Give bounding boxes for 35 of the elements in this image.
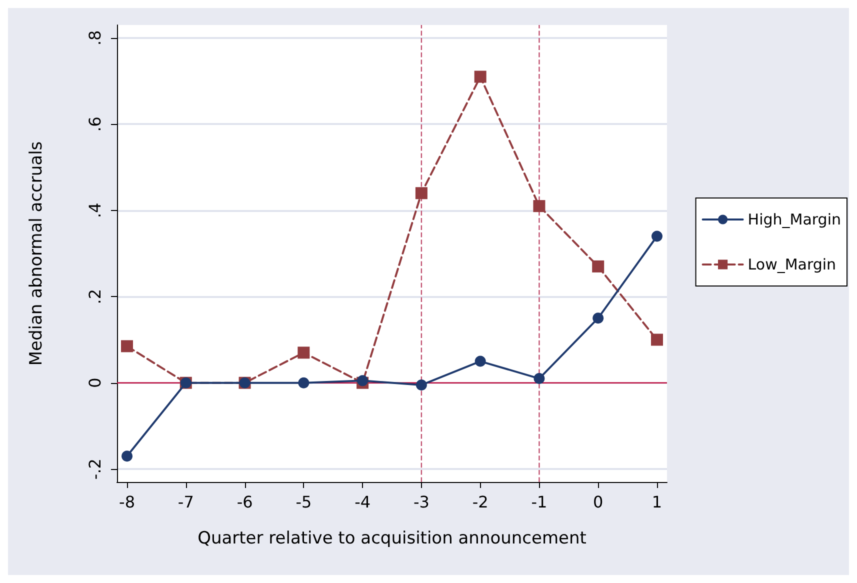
x-tick-label: -2 xyxy=(472,492,488,512)
point xyxy=(652,230,662,242)
point xyxy=(357,375,368,386)
point xyxy=(122,450,133,462)
legend-label: High_Margin xyxy=(748,210,842,228)
point xyxy=(474,356,486,367)
y-tick-label: .4 xyxy=(86,202,104,218)
x-tick-label: 0 xyxy=(593,492,604,512)
point xyxy=(592,260,604,272)
x-tick-label: -1 xyxy=(531,492,548,512)
point xyxy=(650,334,663,346)
x-tick-label: -8 xyxy=(119,492,135,512)
x-tick-label: -4 xyxy=(354,492,371,512)
y-tick-label: .8 xyxy=(86,30,104,46)
point xyxy=(534,373,545,384)
legend-label: Low_Margin xyxy=(748,256,836,274)
y-tick-label: .2 xyxy=(86,288,104,304)
point xyxy=(592,312,604,324)
point xyxy=(533,200,546,212)
y-tick-label: 0 xyxy=(86,378,104,388)
y-axis-title: Median abnormal accruals xyxy=(26,141,46,366)
x-tick-label: -7 xyxy=(178,492,194,512)
x-axis-title: Quarter relative to acquisition announcement xyxy=(198,528,587,548)
x-tick-label: -3 xyxy=(413,492,430,512)
point xyxy=(416,380,427,390)
point xyxy=(121,340,134,352)
y-tick-label: .6 xyxy=(86,116,104,132)
x-tick-label: -6 xyxy=(236,492,253,512)
y-tick-label: -.2 xyxy=(86,458,104,480)
point xyxy=(474,70,486,83)
point xyxy=(298,377,310,388)
x-tick-label: -5 xyxy=(296,492,312,512)
point xyxy=(298,346,310,359)
x-tick-label: 1 xyxy=(652,492,662,512)
point xyxy=(415,187,428,200)
